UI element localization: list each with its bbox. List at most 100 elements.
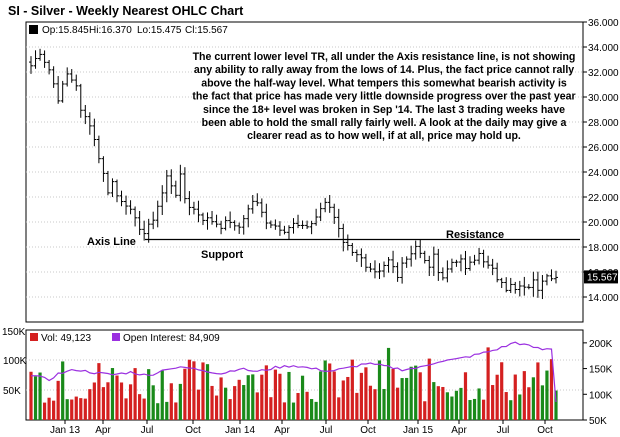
volume-bar [142,398,146,420]
ohlc-bar [454,259,459,267]
x-tick-label: Apr [451,425,467,436]
volume-bar [296,392,300,420]
volume-bar [56,380,60,420]
ohlc-bar [522,276,527,296]
volume-bar [472,398,477,420]
volume-panel: 50K 100K 50K 100K 150K 200K 150K Vol: 49,123 … [2,327,613,427]
ohlc-bar [431,246,436,277]
volume-bar [70,399,74,420]
volume-bar [42,402,47,420]
price-tick-label: 32.000 [588,68,619,79]
volume-bar [255,392,259,420]
ohlc-bar [499,277,504,289]
ohlc-bar [60,80,65,103]
ohlc-bar [513,281,518,294]
volume-bar [291,402,296,420]
ohlc-bar [309,220,314,235]
price-tick-label: 24.000 [588,168,619,179]
volume-bar [518,394,522,420]
ohlc-bar [544,273,549,286]
ohlc-bar [65,67,70,87]
volume-bar [459,387,463,420]
ohlc-bar [219,220,224,235]
volume-bar [133,368,137,420]
volume-bar [486,347,490,420]
ohlc-bar [363,253,368,272]
volume-bar [187,359,192,420]
volume-bar [174,402,178,420]
ohlc-bar [223,216,228,231]
volume-bar [178,383,182,420]
ohlc-bar [191,201,196,215]
volume-bar [165,401,169,420]
volume-bar [92,382,96,420]
price-tick-label: 22.000 [588,193,619,204]
volume-bar [110,368,115,420]
ohlc-bar [413,240,418,260]
volume-bar [224,387,228,420]
volume-bar [377,360,382,420]
volume-bar [147,369,151,420]
ohlc-bar [314,208,319,226]
ohlc-bar [458,254,463,272]
ohlc-bar [531,271,536,297]
x-axis: Jan 13 Apr Jul Oct Jan 14 Apr Jul Oct Jan 15 Apr J… [50,420,553,436]
volume-bar [364,367,368,420]
volume-bar [522,371,526,420]
volume-bar [418,372,422,420]
volume-bar [242,385,246,420]
volume-bar [169,383,173,420]
ohlc-bar [282,225,287,235]
volume-bar [527,387,531,420]
volume-bar [151,385,155,420]
ohlc-bar [51,66,56,88]
ohlc-bar [169,169,174,194]
price-tick-label: 26.000 [588,143,619,154]
volume-legend: Vol: 49,123 Open Interest: 84,909 [30,333,220,344]
volume-bar [210,385,214,420]
ohlc-bar [259,198,264,218]
volume-bar [454,390,459,420]
oi-tick-label: 100K [589,390,613,401]
ohlc-bar [350,242,355,256]
ohlc-bar [327,195,332,213]
price-panel-frame [25,21,584,323]
ohlc-bar [296,214,301,229]
volume-bar [391,368,395,420]
volume-bar [269,397,273,420]
oi-tick-label: 150K [589,365,613,376]
ohlc-bar [395,262,400,282]
ohlc-bar [101,156,106,182]
ohlc-bar [182,167,187,204]
volume-bar [545,370,549,420]
volume-bar [29,371,33,420]
ohlc-bar [119,190,124,207]
ohlc-bar [386,257,391,273]
ohlc-bar [490,258,495,276]
ohlc-bar [336,208,341,238]
x-tick-label: Jul [497,425,510,436]
ohlc-bar [300,220,305,230]
ohlc-bar [105,170,110,196]
ohlc-bar [87,112,92,135]
ohlc-bar [277,221,282,236]
ohlc-bar [554,270,558,284]
ohlc-bar [69,69,74,83]
x-tick-label: Oct [185,425,201,436]
ohlc-bar [178,164,183,202]
volume-bar [282,402,287,420]
ohlc-bar [146,218,151,243]
ohlc-bar [440,267,445,281]
volume-bar [355,392,359,420]
ohlc-bar [232,220,237,231]
ohlc-bar [133,206,138,227]
volume-bar [513,374,517,420]
ohlc-bar [286,225,291,240]
ohlc-bar [151,211,156,230]
ohlc-bar [477,247,482,265]
legend-open-interest: Open Interest: 84,909 [123,333,220,344]
volume-bar [328,363,332,420]
volume-bar [192,361,196,420]
ohlc-bar [400,257,405,284]
ohlc-bar [372,260,377,279]
